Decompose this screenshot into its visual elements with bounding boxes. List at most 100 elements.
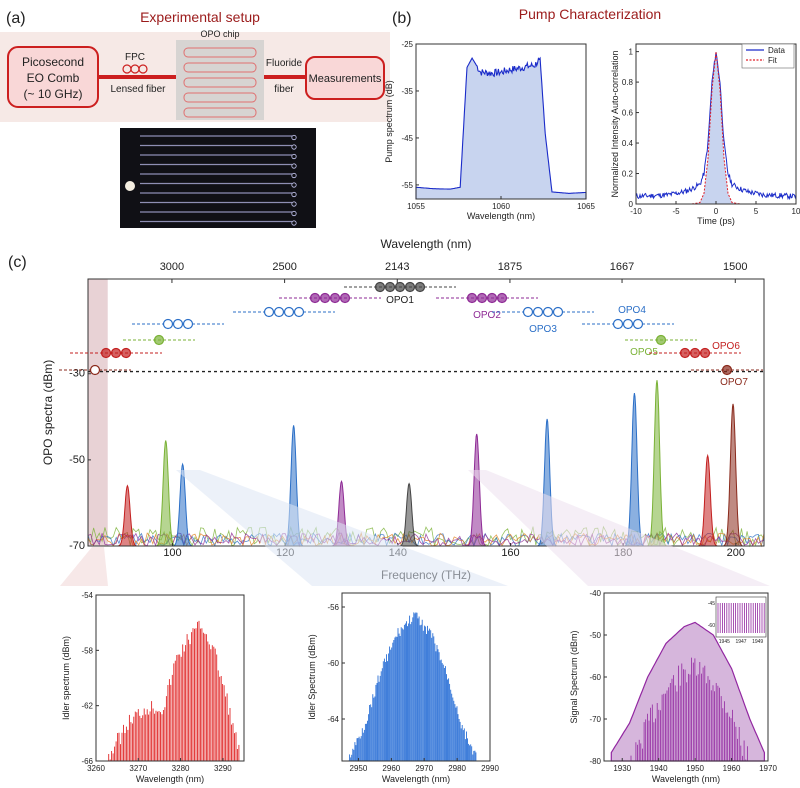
opo-chip-label: OPO chip	[200, 29, 239, 39]
pump-spectrum-trace	[415, 56, 587, 200]
opo-axes	[87, 278, 765, 547]
signal_purple-xtick-label: 1950	[686, 764, 704, 773]
shaded-band	[88, 279, 108, 546]
lensed-fiber-label: Lensed fiber	[110, 84, 166, 95]
idler_blue-ytick-label: -56	[327, 603, 339, 612]
opo-ytick-label: -30	[69, 368, 85, 380]
panel-a-label: (a)	[6, 10, 26, 27]
microring	[183, 92, 257, 103]
opo-label: OPO7	[720, 377, 748, 388]
opo-ylabel: OPO spectra (dBm)	[41, 360, 55, 465]
opo-label: OPO3	[529, 324, 557, 335]
pump-ytick-label: -55	[401, 181, 413, 190]
pump-ytick-label: -25	[401, 40, 413, 49]
idler_blue-xtick-label: 2990	[481, 764, 499, 773]
autocorr-legend	[741, 43, 795, 69]
signal_purple-xtick-label: 1930	[613, 764, 631, 773]
comb-line-marker	[679, 347, 691, 359]
pump-ylabel: Pump spectrum (dB)	[384, 80, 394, 163]
inset-xtick-label: 1945	[719, 639, 730, 645]
top-tick-label: 1875	[498, 261, 522, 273]
idler_red-xtick-label: 3260	[87, 764, 105, 773]
idler_red-ytick-label: -58	[81, 646, 93, 655]
top-tick-label: 3000	[160, 261, 184, 273]
idler_red-ytick-label: -62	[81, 702, 93, 711]
comb-line-marker	[699, 347, 711, 359]
photo-ring	[291, 172, 297, 179]
comb-line-marker	[182, 318, 194, 330]
idler_blue-axes	[341, 592, 491, 762]
signal_purple-ytick-label: -80	[589, 757, 601, 766]
microring	[183, 62, 257, 73]
inset-frame	[715, 596, 767, 638]
comb-line-marker	[273, 306, 285, 318]
idler_blue-ylabel: Idler Spectrum (dBm)	[307, 634, 317, 720]
pump-xtick-label: 1065	[577, 202, 595, 211]
comb-line-marker	[319, 292, 331, 304]
comb-line-marker	[89, 364, 101, 376]
comb-line-marker	[496, 292, 508, 304]
autocorr-fill	[692, 51, 740, 204]
fpc-label: FPC	[125, 52, 145, 63]
comb-line-marker	[655, 334, 667, 346]
comb-line-marker	[309, 292, 321, 304]
pump-ytick-label: -35	[401, 87, 413, 96]
fluoride-label: Fluoride	[266, 58, 303, 69]
comb-line-marker	[612, 318, 624, 330]
top-axis-label: Wavelength (nm)	[381, 237, 472, 251]
opo-label: OPO6	[712, 341, 740, 352]
idler_red-ytick-label: -54	[81, 591, 93, 600]
comb-line-marker	[172, 318, 184, 330]
microring	[183, 77, 257, 88]
comb-box-label: Picosecond	[22, 55, 84, 69]
comb-line-marker	[522, 306, 534, 318]
autocorr-xtick-label: 10	[792, 207, 800, 216]
idler_red-ylabel: Idler spectrum (dBm)	[61, 636, 71, 720]
opo-peak	[723, 403, 743, 547]
signal_purple-ytick-label: -60	[589, 673, 601, 682]
measurements-box	[305, 56, 385, 100]
opo-xtick-label: 200	[727, 547, 745, 559]
comb-line-marker	[162, 318, 174, 330]
fluoride-label: fiber	[274, 84, 294, 95]
pump-xtick-label: 1060	[492, 202, 510, 211]
autocorr-ytick-label: 0	[629, 200, 634, 209]
comb-line-marker	[293, 306, 305, 318]
pump-xtick-label: 1055	[407, 202, 425, 211]
signal_purple-xlabel: Wavelength (nm)	[652, 774, 720, 784]
comb-line-marker	[120, 347, 132, 359]
inset-xtick-label: 1947	[735, 639, 746, 645]
photo-ring	[291, 144, 297, 150]
photo-ring	[291, 163, 297, 169]
comb-line-marker	[721, 364, 733, 376]
autocorr-ytick-label: 0.4	[622, 139, 634, 148]
comb-line-marker	[486, 292, 498, 304]
opo-peak	[399, 482, 419, 547]
comb-line-marker	[374, 281, 386, 293]
autocorr-ytick-label: 0.6	[622, 109, 634, 118]
idler_red-axes	[95, 594, 245, 762]
idler_blue-ytick-label: -64	[327, 715, 339, 724]
idler_red-xtick-label: 3270	[129, 764, 147, 773]
comb-line-marker	[394, 281, 406, 293]
opo-label: OPO5	[630, 347, 658, 358]
autocorr-ytick-label: 0.8	[622, 78, 634, 87]
opo-chip	[176, 40, 264, 120]
comb-line-marker	[632, 318, 644, 330]
signal_purple-ytick-label: -70	[589, 715, 601, 724]
legend-entry: Data	[768, 46, 785, 55]
comb-line-marker	[689, 347, 701, 359]
comb-line-marker	[532, 306, 544, 318]
photo-ring	[291, 191, 297, 198]
idler_blue-ytick-label: -60	[327, 659, 339, 668]
signal_purple-ytick-label: -50	[589, 631, 601, 640]
chip-photo	[120, 128, 316, 228]
inset-ytick-label: -60	[708, 623, 715, 629]
opo-xtick-label: 160	[501, 547, 519, 559]
comb-line-marker	[384, 281, 396, 293]
signal_purple-xtick-label: 1940	[650, 764, 668, 773]
comb-line-marker	[414, 281, 426, 293]
photo-spot	[125, 181, 135, 191]
zoom-connector-purple	[468, 470, 770, 586]
photo-ring	[291, 182, 297, 188]
